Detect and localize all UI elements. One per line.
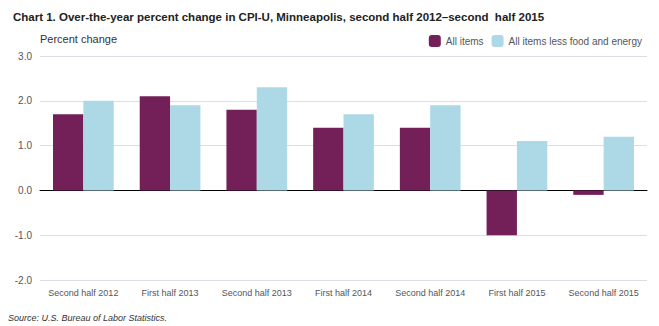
svg-text:First half 2014: First half 2014 [315,288,372,298]
svg-text:Source: U.S. Bureau of Labor S: Source: U.S. Bureau of Labor Statistics. [8,313,167,323]
svg-text:First half 2015: First half 2015 [488,288,545,298]
svg-text:Second half 2015: Second half 2015 [569,288,639,298]
svg-text:Second half 2012: Second half 2012 [48,288,118,298]
svg-text:Chart 1. Over-the-year percent: Chart 1. Over-the-year percent change in… [13,11,545,23]
svg-text:0.0: 0.0 [18,185,32,196]
svg-text:Second half 2013: Second half 2013 [222,288,292,298]
svg-text:All items less food and energy: All items less food and energy [509,36,642,47]
svg-text:3.0: 3.0 [18,51,32,62]
svg-text:2.0: 2.0 [18,95,32,106]
svg-text:First half 2013: First half 2013 [142,288,199,298]
svg-text:Second half 2014: Second half 2014 [395,288,465,298]
svg-text:Percent change: Percent change [40,33,117,45]
svg-text:-2.0: -2.0 [15,275,33,286]
svg-text:All items: All items [446,36,484,47]
svg-text:1.0: 1.0 [18,140,32,151]
svg-text:-1.0: -1.0 [15,230,33,241]
